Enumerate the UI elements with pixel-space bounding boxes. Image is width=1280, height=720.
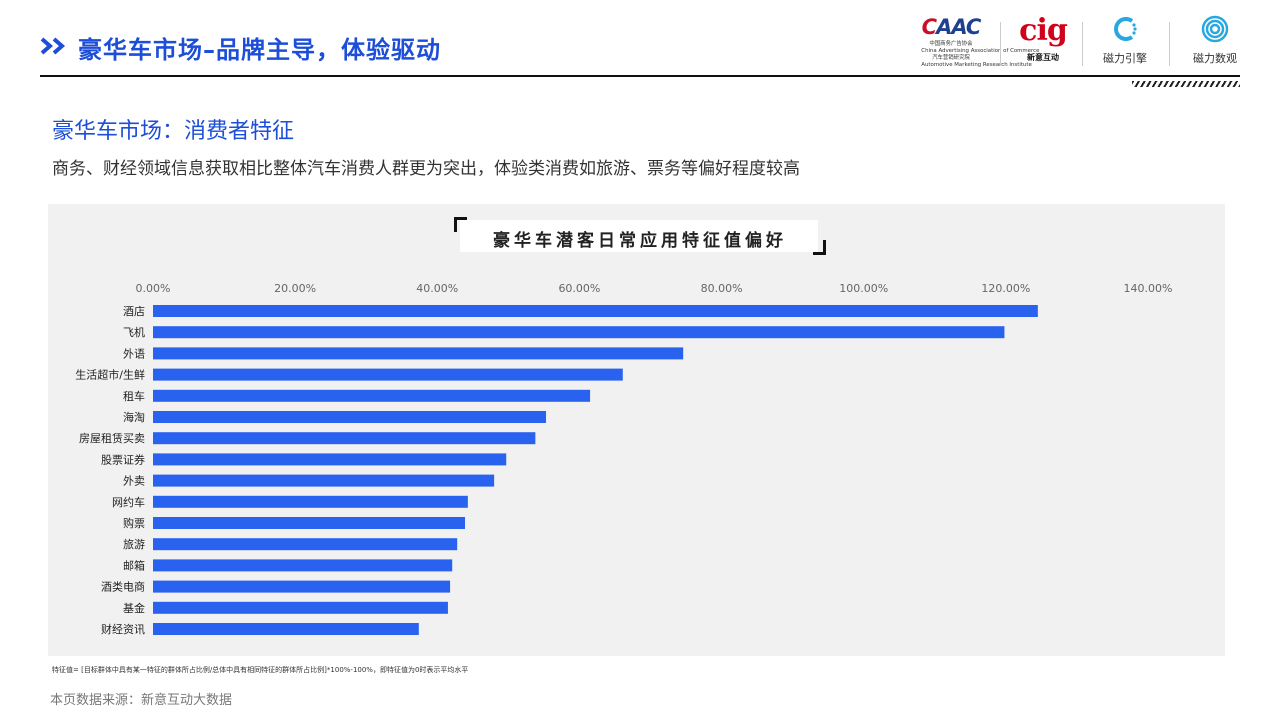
bar [153, 538, 458, 551]
cishu-logo: 磁力数观 [1184, 14, 1246, 66]
bar [153, 559, 453, 572]
category-label: 生活超市/生鲜 [75, 368, 145, 382]
bracket-bottom-right [813, 240, 826, 255]
category-label: 网约车 [112, 495, 145, 509]
ciyin-logo: 磁力引擎 [1094, 14, 1156, 66]
section-subtitle: 商务、财经领域信息获取相比整体汽车消费人群更为突出，体验类消费如旅游、票务等偏好… [52, 159, 800, 179]
category-label: 邮箱 [123, 558, 145, 572]
bar [153, 495, 468, 508]
category-label: 外语 [123, 347, 145, 360]
header-rule [40, 75, 1240, 77]
category-label: 酒店 [123, 304, 145, 318]
cishu-logo-icon [1201, 15, 1229, 43]
category-label: 基金 [123, 601, 145, 615]
category-label: 财经资讯 [101, 622, 145, 636]
category-label: 外卖 [123, 475, 145, 488]
category-label: 旅游 [123, 537, 145, 551]
category-label: 股票证券 [101, 452, 145, 466]
hatch-decoration [1132, 81, 1240, 87]
chart-title: 豪华车潜客日常应用特征值偏好 [493, 231, 787, 251]
bar [153, 623, 419, 635]
x-tick-label: 140.00% [1124, 282, 1173, 295]
double-chevron-icon [40, 37, 66, 55]
x-tick-label: 0.00% [136, 282, 171, 295]
bar [153, 411, 547, 423]
x-tick-label: 20.00% [274, 282, 316, 295]
category-label: 租车 [123, 389, 145, 403]
bar [153, 453, 507, 466]
data-source: 本页数据来源：新意互动大数据 [50, 693, 233, 708]
logo-divider [1169, 22, 1170, 66]
bar [153, 601, 448, 614]
bar [153, 326, 1005, 339]
bar [153, 347, 684, 360]
footnote: 特征值= [目标群体中具有某一特征的群体所占比例/总体中具有相同特征的群体所占比… [52, 666, 469, 674]
x-tick-label: 120.00% [981, 282, 1030, 295]
caac-logo: CAAC 中国商务广告协会 China Advertising Associat… [921, 15, 1040, 68]
x-tick-label: 100.00% [839, 282, 888, 295]
category-label: 酒类电商 [101, 580, 145, 594]
category-label: 购票 [123, 516, 145, 530]
cig-logo: cig 新意互动 [1019, 13, 1068, 63]
x-tick-label: 80.00% [701, 282, 743, 295]
logo-divider [1082, 22, 1083, 66]
bar [153, 305, 1038, 317]
bracket-top-left [454, 217, 467, 232]
bar [153, 389, 591, 402]
bar [153, 368, 623, 381]
category-label: 房屋租赁买卖 [79, 431, 145, 445]
category-label: 海淘 [123, 410, 145, 424]
bar [153, 432, 536, 445]
bar [153, 580, 451, 593]
bar [153, 517, 466, 529]
x-tick-label: 60.00% [558, 282, 600, 295]
bar [153, 474, 495, 487]
x-tick-label: 40.00% [416, 282, 458, 295]
category-label: 飞机 [123, 325, 145, 339]
chart-title-box: 豪华车潜客日常应用特征值偏好 [454, 217, 826, 255]
page-header: 豪华车市场–品牌主导，体验驱动 CAAC 中国商务广告协会 China Adve… [0, 0, 1280, 80]
section-title: 豪华车市场：消费者特征 [52, 119, 295, 144]
ciyin-logo-icon [1114, 17, 1137, 41]
page-title: 豪华车市场–品牌主导，体验驱动 [78, 36, 441, 64]
logo-divider [1000, 22, 1001, 66]
